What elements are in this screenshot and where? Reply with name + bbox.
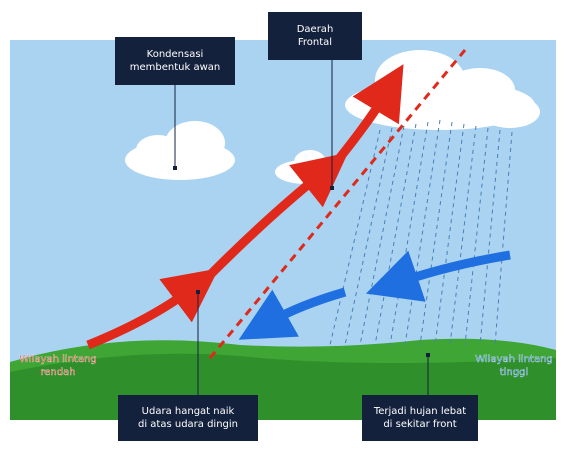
label-line: Daerah <box>297 24 334 35</box>
pointer-lines <box>174 60 429 395</box>
label-box <box>115 37 235 85</box>
label-line: di atas udara dingin <box>138 419 238 430</box>
label-line: Wilayah lintang <box>475 354 553 365</box>
label-line: Frontal <box>298 37 332 48</box>
label-line: rendah <box>40 367 75 378</box>
label-box <box>362 395 478 441</box>
label-line: Kondensasi <box>147 49 204 60</box>
label-rendah: Wilayah lintang rendah <box>19 354 97 378</box>
warm-air-arrow <box>86 268 219 350</box>
cold-air-arrow <box>238 287 347 340</box>
label-line: tinggi <box>500 367 529 378</box>
label-line: Wilayah lintang <box>19 354 97 365</box>
pointer-dots <box>173 166 430 357</box>
label-box <box>118 395 258 441</box>
warm-air-arrow <box>334 64 404 163</box>
label-line: membentuk awan <box>130 62 220 73</box>
label-hujan: Terjadi hujan lebat di sekitar front <box>373 406 466 430</box>
label-line: Terjadi hujan lebat <box>373 406 466 417</box>
label-udara: Udara hangat naik di atas udara dingin <box>138 406 238 430</box>
label-line: di sekitar front <box>383 419 456 430</box>
label-kondensasi: Kondensasi membentuk awan <box>130 49 220 73</box>
warm-air-arrow <box>206 152 349 279</box>
labels: Kondensasi membentuk awan Daerah Frontal Uda… <box>19 24 553 430</box>
label-frontal: Daerah Frontal <box>297 24 334 48</box>
cold-air-arrow <box>365 250 511 302</box>
label-tinggi: Wilayah lintang tinggi <box>475 354 553 378</box>
label-line: Udara hangat naik <box>142 406 235 417</box>
label-box <box>268 12 362 60</box>
rain <box>329 119 513 346</box>
